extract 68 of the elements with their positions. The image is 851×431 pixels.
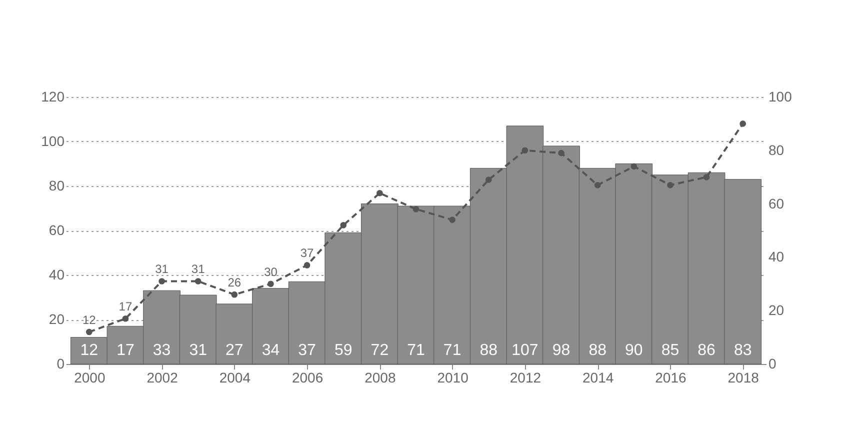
data-label: 26 bbox=[228, 276, 242, 290]
x-tick-label: 2012 bbox=[510, 370, 542, 386]
point bbox=[376, 190, 383, 196]
data-label: 59 bbox=[334, 342, 352, 359]
point bbox=[630, 163, 638, 170]
data-label: 71 bbox=[443, 342, 462, 359]
data-label: 33 bbox=[152, 342, 171, 359]
data-label: 90 bbox=[624, 342, 643, 359]
data-label: 17 bbox=[116, 342, 134, 359]
y-tick-label: 100 bbox=[41, 133, 65, 149]
data-label: 27 bbox=[226, 342, 244, 359]
y2-tick-label: 0 bbox=[768, 356, 776, 372]
point bbox=[522, 147, 528, 154]
data-label: 71 bbox=[407, 342, 425, 359]
data-label: 72 bbox=[370, 342, 389, 359]
point bbox=[340, 222, 347, 228]
y2-tick-label: 40 bbox=[768, 248, 784, 265]
x-tick-label: 2016 bbox=[655, 370, 686, 386]
point bbox=[231, 291, 238, 298]
point bbox=[558, 150, 564, 156]
point bbox=[485, 176, 492, 183]
data-label: 31 bbox=[155, 262, 169, 276]
x-tick-label: 2002 bbox=[146, 370, 178, 386]
data-label: 12 bbox=[80, 342, 98, 359]
y2-tick-label: 100 bbox=[768, 88, 792, 104]
x-tick-label: 2004 bbox=[219, 370, 251, 386]
y2-tick-label: 80 bbox=[768, 142, 784, 158]
y-tick-label: 120 bbox=[41, 88, 65, 104]
data-label: 12 bbox=[82, 312, 96, 327]
x-tick-label: 2018 bbox=[728, 370, 760, 386]
data-label: 88 bbox=[588, 342, 607, 359]
point bbox=[304, 262, 310, 268]
y-tick-label: 60 bbox=[48, 222, 65, 238]
data-label: 107 bbox=[512, 342, 538, 359]
point bbox=[86, 328, 92, 336]
data-label: 98 bbox=[552, 342, 570, 359]
point bbox=[412, 206, 420, 212]
data-label: 37 bbox=[298, 342, 316, 359]
data-label: 88 bbox=[480, 342, 498, 359]
y-tick-label: 0 bbox=[56, 356, 65, 372]
data-label: 30 bbox=[264, 264, 278, 279]
point bbox=[122, 315, 129, 322]
x-tick-label: 2000 bbox=[74, 370, 106, 386]
point bbox=[158, 278, 165, 284]
x-tick-label: 2010 bbox=[437, 370, 469, 386]
y-tick-label: 40 bbox=[48, 266, 65, 282]
point bbox=[667, 182, 674, 188]
y-tick-label: 80 bbox=[48, 178, 65, 194]
point bbox=[449, 216, 456, 223]
data-label: 37 bbox=[300, 246, 314, 260]
y-tick-label: 20 bbox=[48, 311, 65, 327]
data-label: 85 bbox=[661, 342, 680, 359]
data-label: 31 bbox=[191, 262, 206, 276]
data-label: 86 bbox=[698, 342, 716, 359]
x-tick-label: 2014 bbox=[582, 370, 614, 386]
y2-tick-label: 20 bbox=[768, 302, 784, 318]
data-label: 31 bbox=[189, 342, 208, 359]
y2-tick-label: 60 bbox=[768, 195, 784, 212]
data-label: 17 bbox=[118, 300, 132, 314]
data-label: 34 bbox=[262, 342, 280, 359]
point bbox=[703, 174, 710, 180]
point bbox=[594, 182, 601, 188]
data-label: 83 bbox=[734, 342, 752, 359]
point bbox=[740, 120, 746, 127]
point bbox=[194, 278, 202, 284]
x-tick-label: 2006 bbox=[292, 370, 324, 386]
point bbox=[268, 280, 274, 288]
x-tick-label: 2008 bbox=[364, 370, 396, 386]
